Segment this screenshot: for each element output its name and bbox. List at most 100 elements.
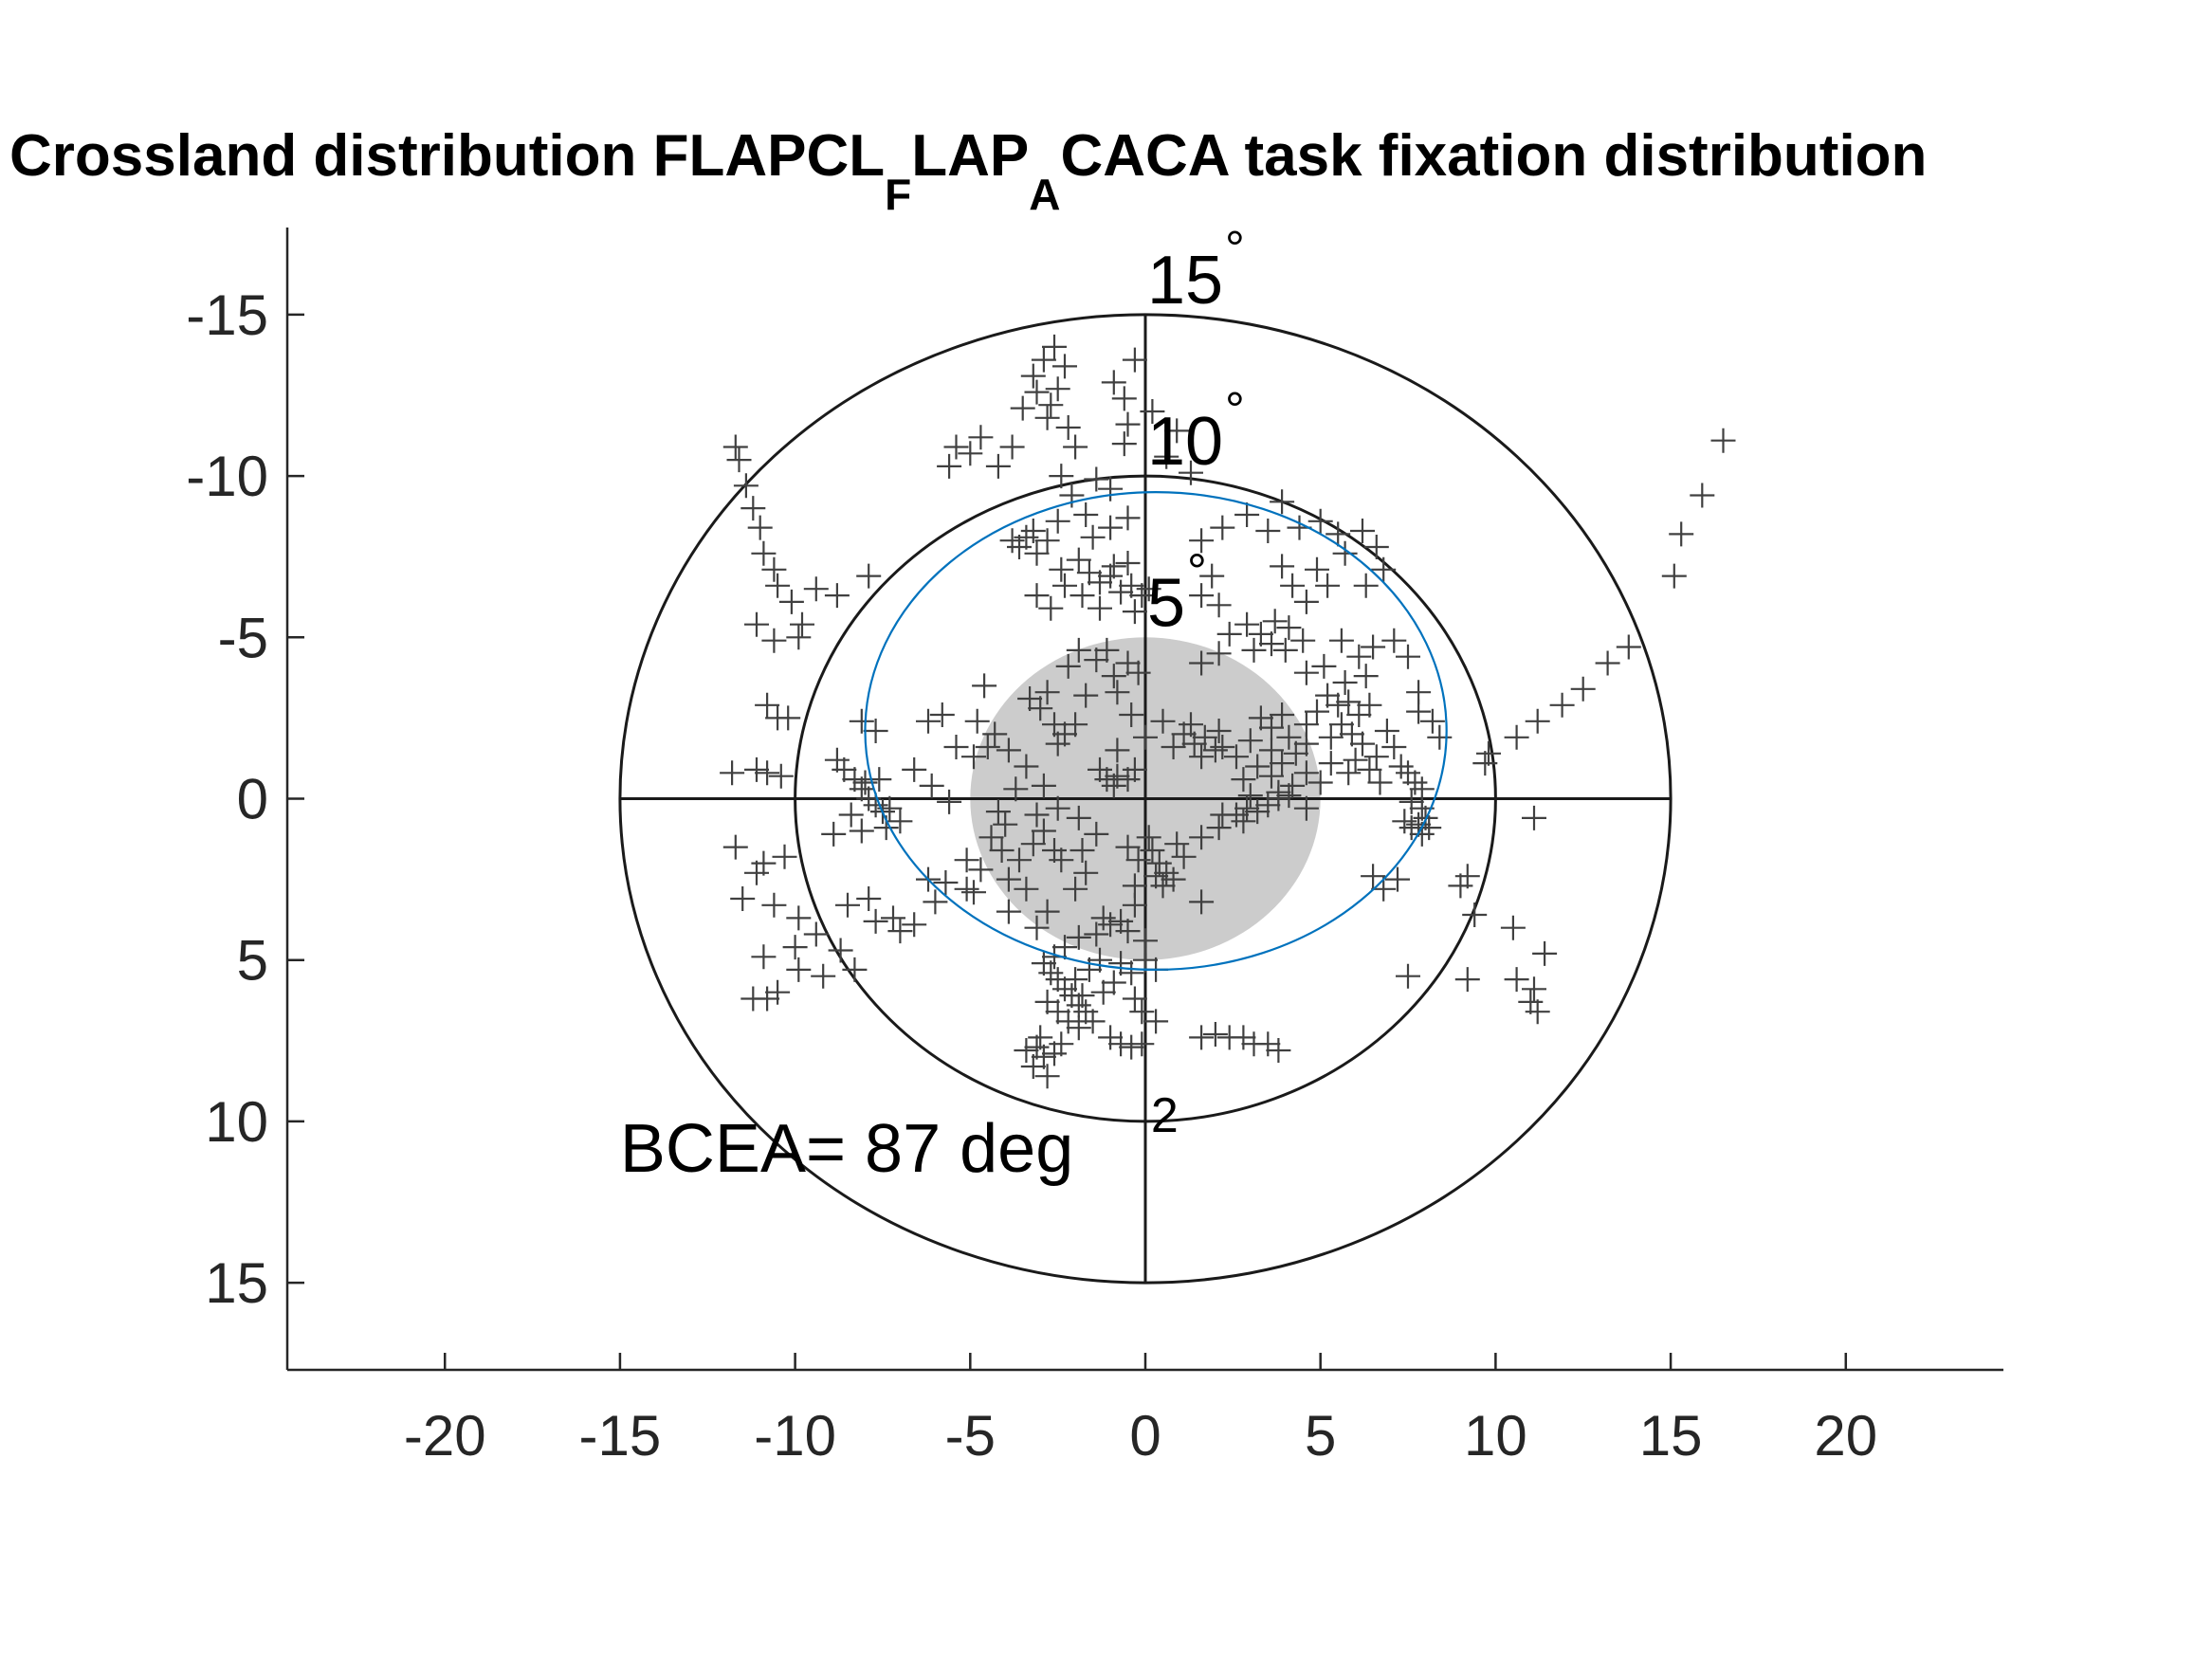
fixation-point bbox=[1066, 993, 1091, 1018]
fixation-point bbox=[1098, 1025, 1124, 1050]
fixation-point bbox=[849, 776, 874, 802]
fixation-point bbox=[1140, 399, 1165, 424]
fixation-point bbox=[1210, 515, 1235, 540]
fixation-point bbox=[1280, 573, 1306, 598]
fixation-point bbox=[1115, 551, 1141, 575]
fixation-point bbox=[1500, 915, 1526, 940]
fixation-point bbox=[1125, 848, 1151, 873]
fixation-point bbox=[1119, 1034, 1144, 1060]
fixation-point bbox=[811, 963, 836, 989]
fixation-point bbox=[1224, 744, 1249, 770]
fixation-point bbox=[1234, 611, 1260, 637]
fixation-point bbox=[786, 625, 812, 650]
fixation-point bbox=[821, 821, 847, 847]
fixation-point bbox=[1084, 821, 1109, 847]
fixation-point bbox=[1014, 754, 1039, 779]
fixation-point bbox=[842, 767, 868, 793]
fixation-point bbox=[730, 886, 756, 911]
fixation-points-layer bbox=[720, 334, 1736, 1089]
title-subscript-f: F bbox=[885, 170, 911, 219]
fixation-point bbox=[751, 944, 777, 970]
fixation-point bbox=[1357, 757, 1382, 782]
fixation-point bbox=[1063, 967, 1088, 993]
fixation-point bbox=[1038, 960, 1064, 986]
fixation-point bbox=[1293, 795, 1319, 821]
fixation-point bbox=[1280, 773, 1306, 798]
fixation-point bbox=[1063, 712, 1088, 738]
fixation-point bbox=[887, 809, 913, 834]
fixation-point bbox=[1094, 767, 1120, 793]
y-tick-label: 5 bbox=[237, 929, 268, 993]
y-tick-label: -10 bbox=[186, 445, 268, 508]
fixation-point bbox=[1108, 579, 1134, 605]
fixation-point bbox=[1311, 653, 1337, 679]
fixation-point bbox=[1189, 650, 1215, 676]
fixation-point bbox=[996, 738, 1021, 763]
fixation-point bbox=[1272, 637, 1298, 663]
fixation-point bbox=[1090, 905, 1116, 931]
fixation-point bbox=[943, 434, 969, 460]
crosshair-layer bbox=[619, 314, 1672, 1284]
ring-label-15: 15 bbox=[1147, 243, 1223, 319]
fixation-point bbox=[1014, 524, 1039, 550]
x-tick-label: 20 bbox=[1814, 1404, 1877, 1468]
fixation-point bbox=[937, 453, 962, 479]
fixation-point bbox=[803, 576, 829, 602]
fixation-point bbox=[835, 892, 860, 918]
fixation-point bbox=[1357, 692, 1382, 718]
fixation-point bbox=[1084, 921, 1109, 947]
fixation-point bbox=[1318, 751, 1344, 776]
fixation-point bbox=[782, 935, 808, 960]
fixation-point bbox=[842, 957, 868, 982]
fixation-point bbox=[751, 540, 777, 566]
fixation-point bbox=[863, 908, 888, 934]
fixation-point bbox=[1290, 628, 1316, 653]
fixation-point bbox=[902, 912, 927, 938]
fixation-point bbox=[828, 938, 853, 963]
bcea-annotation-superscript: 2 bbox=[1151, 1088, 1179, 1143]
fixation-point bbox=[1045, 508, 1070, 534]
fixation-point bbox=[1570, 676, 1596, 702]
fixation-point bbox=[1108, 1031, 1134, 1057]
fixation-point bbox=[1090, 979, 1116, 1005]
fixation-point bbox=[1270, 702, 1295, 727]
fixation-point bbox=[1293, 760, 1319, 786]
fixation-point bbox=[1388, 754, 1414, 779]
fixation-point bbox=[1024, 540, 1050, 566]
fixation-point bbox=[1052, 721, 1077, 747]
fixation-point bbox=[1270, 489, 1295, 515]
fixation-point bbox=[1245, 799, 1271, 825]
fixation-point bbox=[772, 844, 797, 869]
fixation-point bbox=[1108, 908, 1134, 934]
fixation-point bbox=[1045, 376, 1070, 402]
fixation-point bbox=[1396, 760, 1420, 786]
fixation-point bbox=[972, 673, 997, 699]
fixation-point bbox=[993, 811, 1018, 837]
fixation-point bbox=[1098, 476, 1124, 501]
fixation-point bbox=[1189, 1025, 1215, 1050]
fixation-point bbox=[1059, 483, 1085, 508]
fixation-point bbox=[1210, 735, 1235, 759]
bcea-annotation: BCEA= 87 deg bbox=[620, 1111, 1073, 1187]
fixation-point bbox=[1181, 731, 1207, 757]
fixation-point bbox=[1367, 770, 1393, 795]
fixation-point bbox=[978, 825, 1004, 850]
fixation-point bbox=[1108, 951, 1134, 976]
fixation-point bbox=[1031, 951, 1056, 976]
fixation-point bbox=[1119, 573, 1144, 598]
fixation-point bbox=[1189, 889, 1215, 915]
fixation-point bbox=[1179, 460, 1203, 485]
fixation-point bbox=[1192, 724, 1217, 750]
x-tick-label: -10 bbox=[754, 1404, 836, 1468]
fixation-point bbox=[849, 708, 874, 734]
fixation-point bbox=[1020, 519, 1046, 543]
fixation-point bbox=[1034, 680, 1060, 705]
fixation-point bbox=[1266, 786, 1291, 811]
fixation-point bbox=[1164, 831, 1190, 857]
fixation-point bbox=[1031, 347, 1056, 373]
fixation-point bbox=[1307, 770, 1333, 795]
x-tick-label: 0 bbox=[1129, 1404, 1161, 1468]
ring-label-10: 10 bbox=[1147, 404, 1223, 480]
x-tick-label: -20 bbox=[404, 1404, 486, 1468]
fixation-point bbox=[1105, 738, 1130, 763]
